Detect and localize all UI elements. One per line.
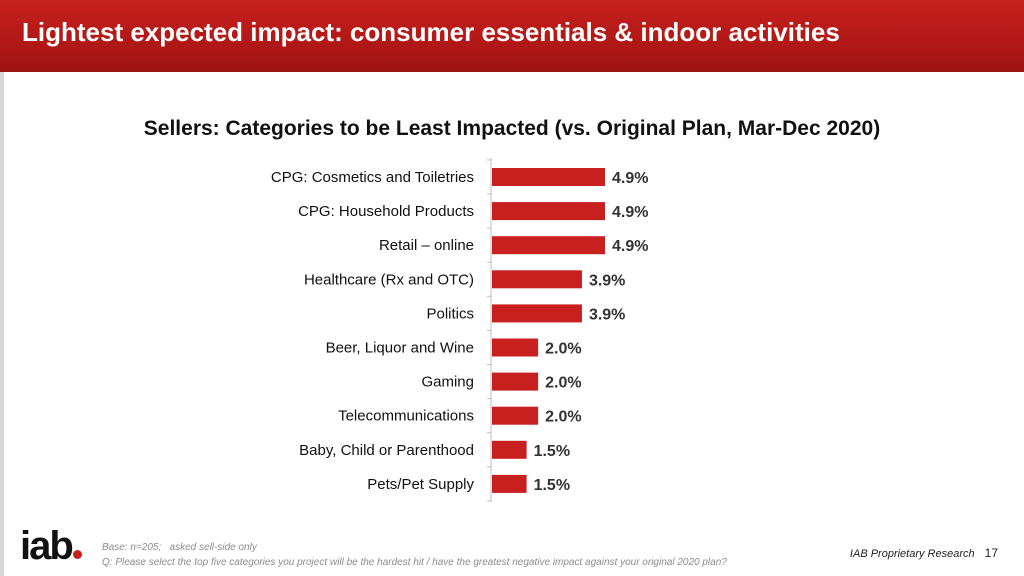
bar [492, 236, 605, 255]
logo-text: iab [20, 524, 74, 568]
value-label: 1.5% [534, 477, 570, 494]
bar-chart: CPG: Cosmetics and Toiletries 4.9% CPG: Ho… [271, 158, 648, 502]
slide-title: Lightest expected impact: consumer essen… [22, 17, 840, 47]
bar [492, 440, 527, 459]
category-label: Telecommunications [338, 408, 474, 425]
logo-dot [72, 550, 82, 559]
category-label: Politics [426, 305, 474, 322]
value-label: 2.0% [545, 409, 581, 426]
page-number: 17 [984, 546, 998, 560]
bar [492, 202, 605, 221]
header-banner: Lightest expected impact: consumer essen… [0, 0, 1024, 72]
bar [492, 372, 539, 391]
bar [492, 270, 582, 289]
category-label: Gaming [421, 374, 474, 391]
bar [492, 168, 605, 186]
iab-logo: iab [20, 526, 82, 566]
value-label: 2.0% [545, 375, 581, 392]
category-label: Beer, Liquor and Wine [326, 340, 474, 357]
category-label: CPG: Household Products [298, 203, 474, 220]
footer-source: IAB Proprietary Research 17 [850, 546, 998, 560]
category-label: Baby, Child or Parenthood [299, 442, 474, 459]
value-label: 3.9% [589, 306, 625, 323]
bar [492, 406, 539, 425]
category-label: Retail – online [379, 237, 474, 254]
bar [492, 474, 527, 493]
base-note: Base: n=205; asked sell-side only [102, 542, 257, 553]
value-label: 2.0% [545, 341, 581, 358]
category-label: CPG: Cosmetics and Toiletries [271, 169, 474, 186]
source-label: IAB Proprietary Research [849, 548, 975, 560]
value-label: 4.9% [612, 170, 648, 187]
value-label: 4.9% [612, 204, 648, 221]
left-border [0, 72, 4, 576]
category-label: Healthcare (Rx and OTC) [304, 271, 474, 288]
bar [492, 338, 539, 357]
value-label: 1.5% [534, 443, 570, 460]
category-label: Pets/Pet Supply [367, 476, 474, 493]
chart-title: Sellers: Categories to be Least Impacted… [143, 117, 881, 140]
footer-notes: Base: n=205; asked sell-side only Q: Ple… [102, 540, 727, 570]
bar [492, 304, 582, 323]
value-label: 3.9% [589, 272, 625, 289]
question-note: Q: Please select the top five categories… [102, 557, 727, 568]
value-label: 4.9% [612, 238, 648, 255]
